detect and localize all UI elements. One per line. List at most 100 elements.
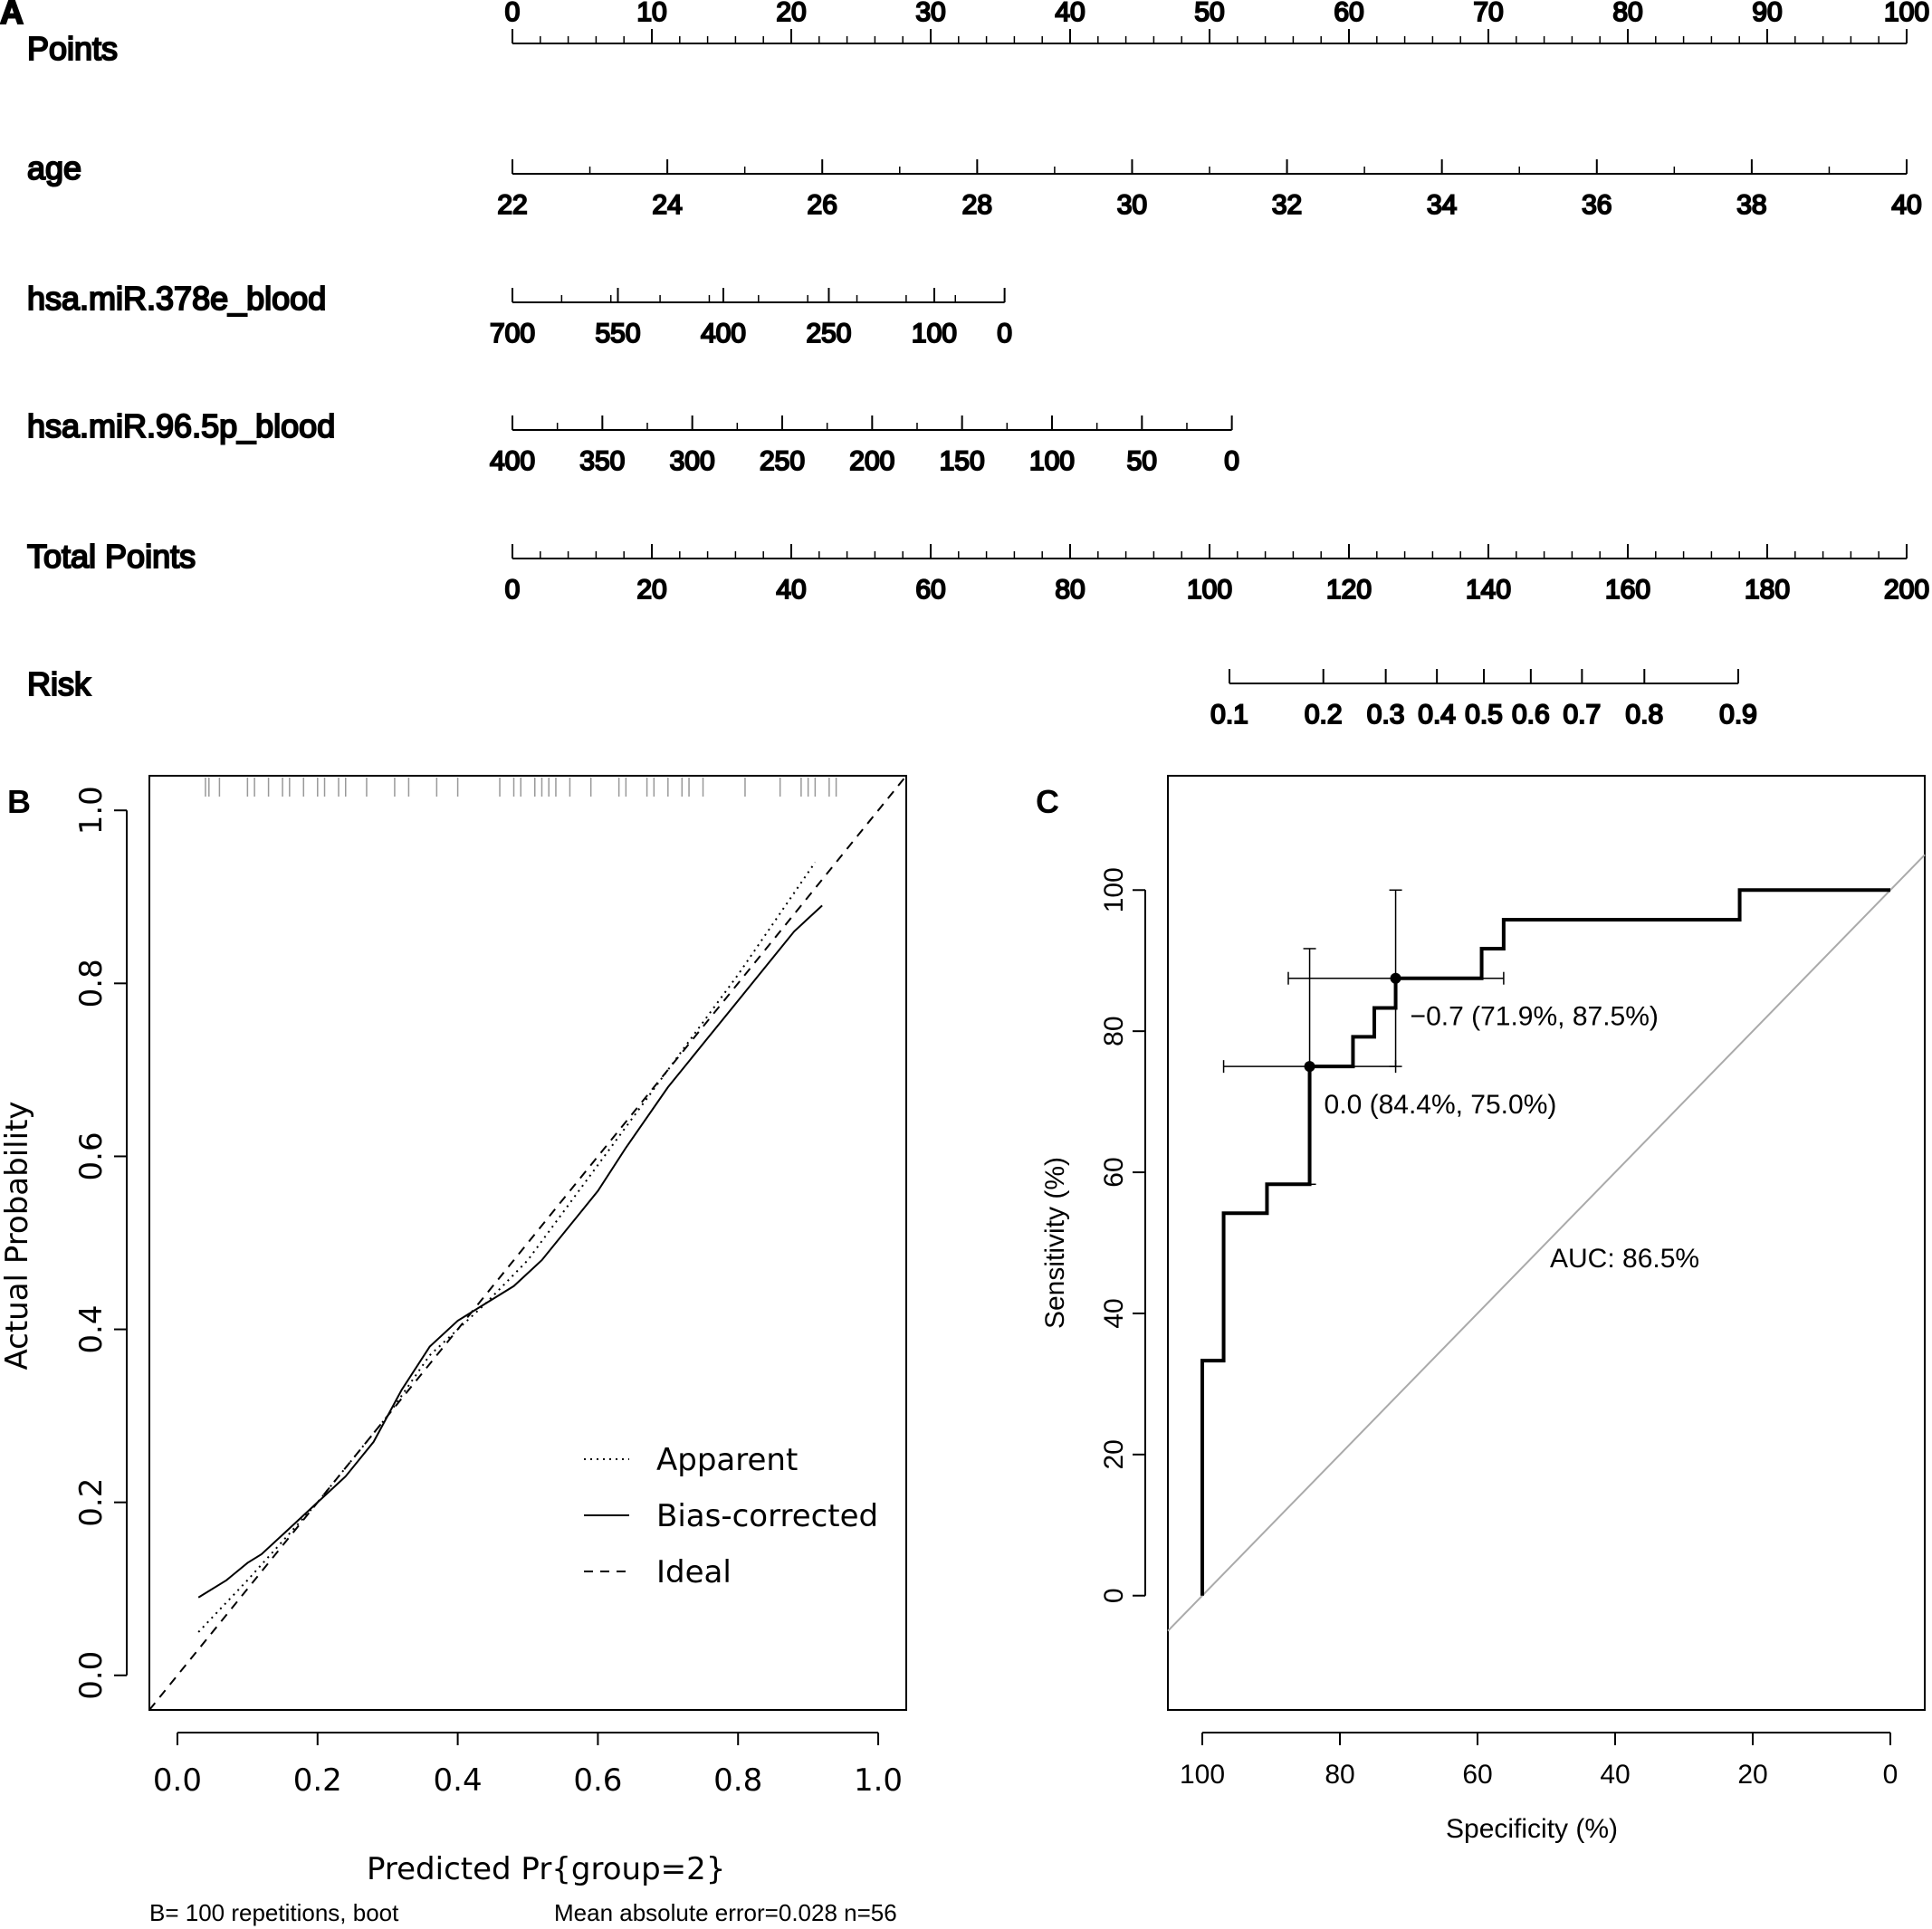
nomogram-tick-label: 0 [1224, 446, 1239, 476]
roc-y-tick-label: 80 [1099, 1016, 1129, 1046]
nomogram-tick-label: 40 [1891, 190, 1921, 220]
nomogram-tick-label: 70 [1473, 0, 1503, 27]
nomogram-tick-label: 250 [806, 319, 851, 349]
roc-x-tick-label: 40 [1600, 1760, 1630, 1790]
roc-threshold-point [1390, 972, 1401, 984]
nomogram-tick-label: 120 [1326, 575, 1372, 605]
nomogram-tick-label: 100 [912, 319, 957, 349]
nomogram-tick-label: 22 [497, 190, 527, 220]
nomogram-tick-label: 700 [490, 319, 535, 349]
panel-label-b: B [7, 783, 31, 820]
nomogram-tick-label: 24 [652, 190, 682, 220]
nomogram-tick-label: 80 [1055, 575, 1085, 605]
nomogram-row-label-points: Points [27, 30, 118, 67]
calibration-y-tick-label: 0.4 [73, 1305, 110, 1354]
nomogram-tick-label: 34 [1427, 190, 1457, 220]
nomogram-panel: A Points 0 10 20 30 40 50 60 70 80 90 100 age 22 24 26 2… [0, 0, 1930, 731]
nomogram-tick-label: 20 [776, 0, 806, 27]
nomogram-tick-label: 350 [579, 446, 625, 476]
nomogram-tick-label: 0.6 [1512, 700, 1550, 730]
panel-label-c: C [1036, 783, 1059, 820]
calibration-y-tick-label: 0.0 [73, 1651, 110, 1700]
nomogram-row-label-age: age [27, 149, 81, 186]
roc-x-tick-label: 60 [1462, 1760, 1492, 1790]
nomogram-tick-label: 0.3 [1367, 700, 1405, 730]
roc-y-tick-label: 60 [1099, 1157, 1129, 1187]
nomogram-row-label-hsa-mir-378e-blood: hsa.miR.378e_blood [27, 280, 326, 317]
nomogram-tick-label: 200 [1884, 575, 1929, 605]
calibration-footer-left: B= 100 repetitions, boot [149, 1899, 399, 1926]
nomogram-tick-label: 32 [1272, 190, 1302, 220]
nomogram-tick-label: 200 [849, 446, 894, 476]
nomogram-tick-label: 250 [760, 446, 805, 476]
calibration-panel: B 0.0 0.2 0.4 0.6 0.8 1.0 0.0 0.2 0.4 0.6 0.8 1.0 P… [0, 775, 907, 1926]
roc-threshold-label: 0.0 (84.4%, 75.0%) [1325, 1090, 1557, 1120]
calibration-y-tick-label: 0.2 [73, 1478, 110, 1527]
nomogram-tick-label: 10 [636, 0, 666, 27]
nomogram-tick-label: 300 [670, 446, 715, 476]
nomogram-tick-label: 160 [1605, 575, 1650, 605]
legend-bias-corrected-label: Bias-corrected [656, 1498, 878, 1534]
nomogram-tick-label: 100 [1029, 446, 1075, 476]
calibration-x-tick-label: 1.0 [854, 1762, 903, 1799]
nomogram-tick-label: 50 [1127, 446, 1157, 476]
nomogram-tick-label: 40 [1055, 0, 1085, 27]
nomogram-tick-label: 100 [1884, 0, 1929, 27]
roc-x-tick-label: 100 [1180, 1760, 1225, 1790]
nomogram-tick-label: 36 [1582, 190, 1612, 220]
calibration-legend: Apparent Bias-corrected Ideal [584, 1442, 878, 1590]
calibration-x-tick-label: 0.6 [573, 1762, 622, 1799]
calibration-y-tick-label: 0.6 [73, 1132, 110, 1180]
calibration-y-axis-label: Actual Probability [0, 1101, 35, 1370]
roc-x-tick-label: 0 [1883, 1760, 1899, 1790]
nomogram-row-label-hsa-mir-96-5p-blood: hsa.miR.96.5p_blood [27, 407, 335, 444]
panel-label-a: A [0, 0, 24, 31]
roc-panel: C 100 80 60 40 20 0 0 20 40 60 80 100 −0.7 (71.9%, … [1036, 775, 1926, 1844]
legend-ideal-label: Ideal [656, 1554, 732, 1590]
roc-threshold-label: −0.7 (71.9%, 87.5%) [1411, 1002, 1659, 1032]
roc-auc-annotation: AUC: 86.5% [1550, 1244, 1699, 1274]
roc-y-tick-label: 40 [1099, 1298, 1129, 1328]
nomogram-tick-label: 0.5 [1465, 700, 1503, 730]
calibration-x-axis-label: Predicted Pr{group=2} [367, 1851, 725, 1887]
calibration-y-tick-label: 0.8 [73, 959, 110, 1007]
nomogram-tick-label: 0.2 [1305, 700, 1343, 730]
roc-y-tick-label: 20 [1099, 1439, 1129, 1469]
nomogram-tick-label: 28 [962, 190, 992, 220]
nomogram-tick-label: 150 [940, 446, 985, 476]
roc-x-tick-label: 20 [1737, 1760, 1767, 1790]
calibration-x-tick-label: 0.2 [293, 1762, 342, 1799]
nomogram-row-label-risk: Risk [27, 665, 91, 702]
nomogram-tick-label: 0 [505, 575, 521, 605]
nomogram-tick-label: 30 [915, 0, 945, 27]
nomogram-tick-label: 38 [1736, 190, 1766, 220]
nomogram-tick-label: 20 [636, 575, 666, 605]
nomogram-tick-label: 30 [1117, 190, 1147, 220]
nomogram-tick-label: 40 [776, 575, 806, 605]
nomogram-tick-label: 60 [1334, 0, 1363, 27]
nomogram-tick-label: 400 [701, 319, 746, 349]
roc-plot-frame [1167, 775, 1926, 1711]
roc-x-axis-label: Specificity (%) [1446, 1814, 1618, 1844]
calibration-y-tick-label: 1.0 [73, 786, 110, 835]
roc-y-axis-label: Sensitivity (%) [1040, 1157, 1070, 1329]
nomogram-tick-label: 550 [595, 319, 640, 349]
calibration-footer-right: Mean absolute error=0.028 n=56 [554, 1899, 897, 1926]
legend-apparent-label: Apparent [656, 1442, 798, 1478]
nomogram-tick-label: 400 [490, 446, 535, 476]
nomogram-tick-label: 0 [505, 0, 521, 27]
nomogram-tick-label: 0.8 [1625, 700, 1663, 730]
nomogram-tick-label: 50 [1194, 0, 1224, 27]
nomogram-row-label-total-points: Total Points [27, 538, 196, 575]
roc-curve [1200, 888, 1890, 1596]
calibration-plot-frame [148, 775, 907, 1711]
roc-y-tick-label: 0 [1099, 1588, 1129, 1603]
nomogram-tick-label: 100 [1187, 575, 1232, 605]
nomogram-tick-label: 140 [1466, 575, 1511, 605]
roc-threshold-point [1304, 1061, 1315, 1073]
nomogram-tick-label: 0.9 [1719, 700, 1757, 730]
calibration-x-tick-label: 0.4 [434, 1762, 483, 1799]
nomogram-tick-label: 60 [915, 575, 945, 605]
roc-x-tick-label: 80 [1325, 1760, 1354, 1790]
